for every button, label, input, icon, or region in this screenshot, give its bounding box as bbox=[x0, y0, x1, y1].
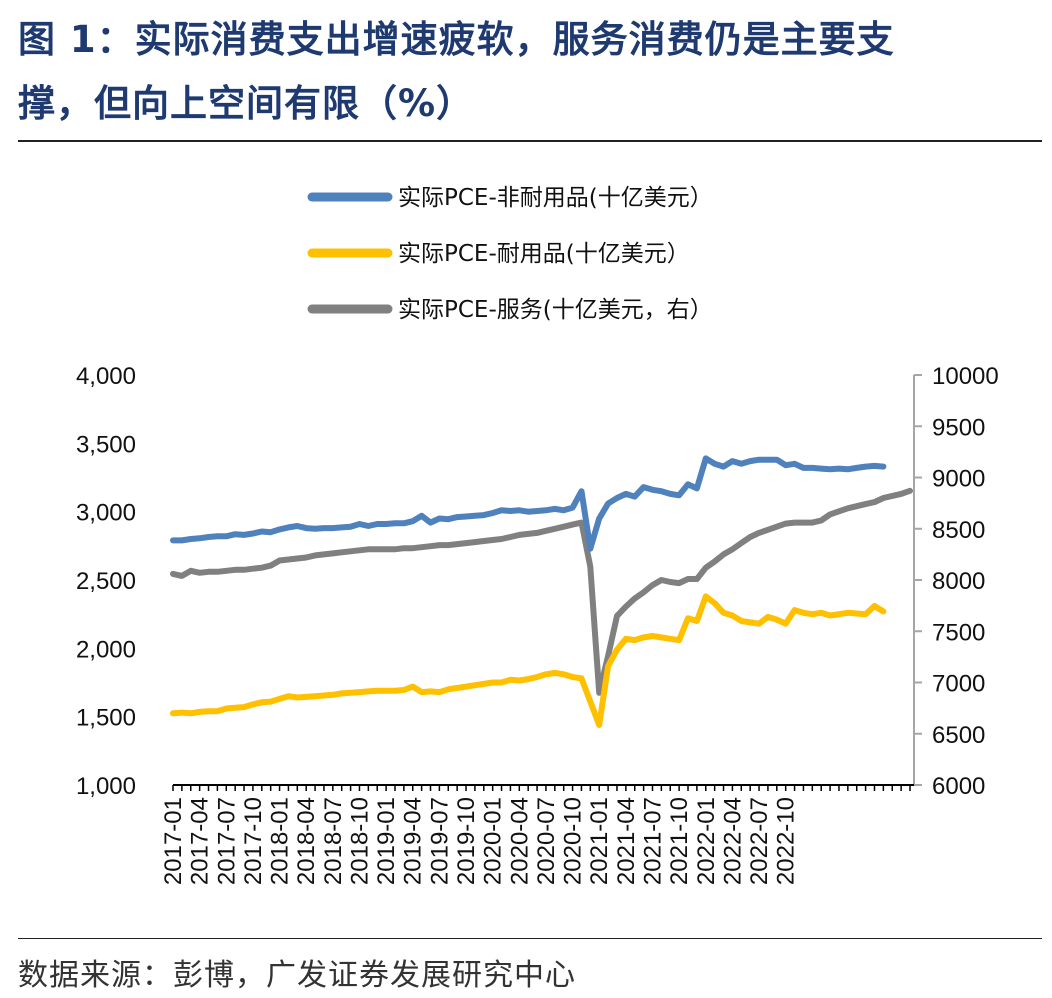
x-tick-label: 2019-10 bbox=[453, 797, 480, 885]
legend-label-1: 实际PCE-非耐用品(十亿美元） bbox=[398, 185, 713, 211]
x-tick-label: 2022-01 bbox=[693, 797, 720, 885]
legend-label-2: 实际PCE-耐用品(十亿美元） bbox=[398, 241, 690, 267]
y-right-tick-label: 7500 bbox=[932, 619, 985, 646]
y-right-tick-label: 6500 bbox=[932, 722, 985, 749]
x-tick-label: 2021-07 bbox=[639, 797, 666, 885]
series-line-3 bbox=[170, 487, 913, 696]
y-left-tick-label: 2,000 bbox=[76, 636, 136, 663]
series-line-1 bbox=[170, 455, 887, 552]
x-tick-label: 2022-04 bbox=[719, 797, 746, 885]
x-tick-label: 2018-07 bbox=[320, 797, 347, 885]
y-left-tick-label: 3,500 bbox=[76, 431, 136, 458]
x-tick-label: 2018-01 bbox=[267, 797, 294, 885]
x-tick-label: 2021-01 bbox=[586, 797, 613, 885]
source-divider bbox=[18, 938, 1042, 939]
x-tick-label: 2020-07 bbox=[533, 797, 560, 885]
x-tick-label: 2020-04 bbox=[506, 797, 533, 885]
y-right-tick-label: 8500 bbox=[932, 517, 985, 544]
x-tick-label: 2022-10 bbox=[773, 797, 800, 885]
y-left-tick-label: 4,000 bbox=[76, 363, 136, 390]
x-tick-label: 2017-01 bbox=[160, 797, 187, 885]
legend-label-3: 实际PCE-服务(十亿美元，右） bbox=[398, 297, 713, 323]
series-line-2 bbox=[170, 593, 887, 728]
x-tick-label: 2018-04 bbox=[293, 797, 320, 885]
x-tick-label: 2021-10 bbox=[666, 797, 693, 885]
figure-title: 图 1：实际消费支出增速疲软，服务消费仍是主要支 撑，但向上空间有限（%） bbox=[18, 8, 1038, 136]
x-tick-label: 2019-01 bbox=[373, 797, 400, 885]
x-tick-label: 2017-04 bbox=[187, 797, 214, 885]
x-tick-label: 2017-10 bbox=[240, 797, 267, 885]
x-tick-label: 2021-04 bbox=[613, 797, 640, 885]
x-tick-label: 2022-07 bbox=[746, 797, 773, 885]
y-right-tick-label: 8000 bbox=[932, 568, 985, 595]
y-left-tick-label: 1,500 bbox=[76, 705, 136, 732]
figure-title-line1: 图 1：实际消费支出增速疲软，服务消费仍是主要支 bbox=[18, 18, 895, 61]
x-tick-label: 2020-10 bbox=[560, 797, 587, 885]
y-left-tick-label: 1,000 bbox=[76, 773, 136, 800]
y-right-tick-label: 10000 bbox=[932, 363, 999, 390]
x-tick-label: 2018-10 bbox=[346, 797, 373, 885]
y-left-tick-label: 2,500 bbox=[76, 568, 136, 595]
source-note: 数据来源：彭博，广发证券发展研究中心 bbox=[18, 958, 576, 993]
y-right-tick-label: 6000 bbox=[932, 773, 985, 800]
title-divider bbox=[18, 140, 1042, 142]
x-tick-label: 2017-07 bbox=[213, 797, 240, 885]
y-right-tick-label: 9000 bbox=[932, 466, 985, 493]
y-right-tick-label: 9500 bbox=[932, 414, 985, 441]
figure-title-line2: 撑，但向上空间有限（%） bbox=[18, 82, 475, 125]
x-tick-label: 2020-01 bbox=[480, 797, 507, 885]
x-tick-label: 2019-07 bbox=[426, 797, 453, 885]
x-tick-label: 2019-04 bbox=[400, 797, 427, 885]
y-right-tick-label: 7000 bbox=[932, 671, 985, 698]
y-left-tick-label: 3,000 bbox=[76, 500, 136, 527]
